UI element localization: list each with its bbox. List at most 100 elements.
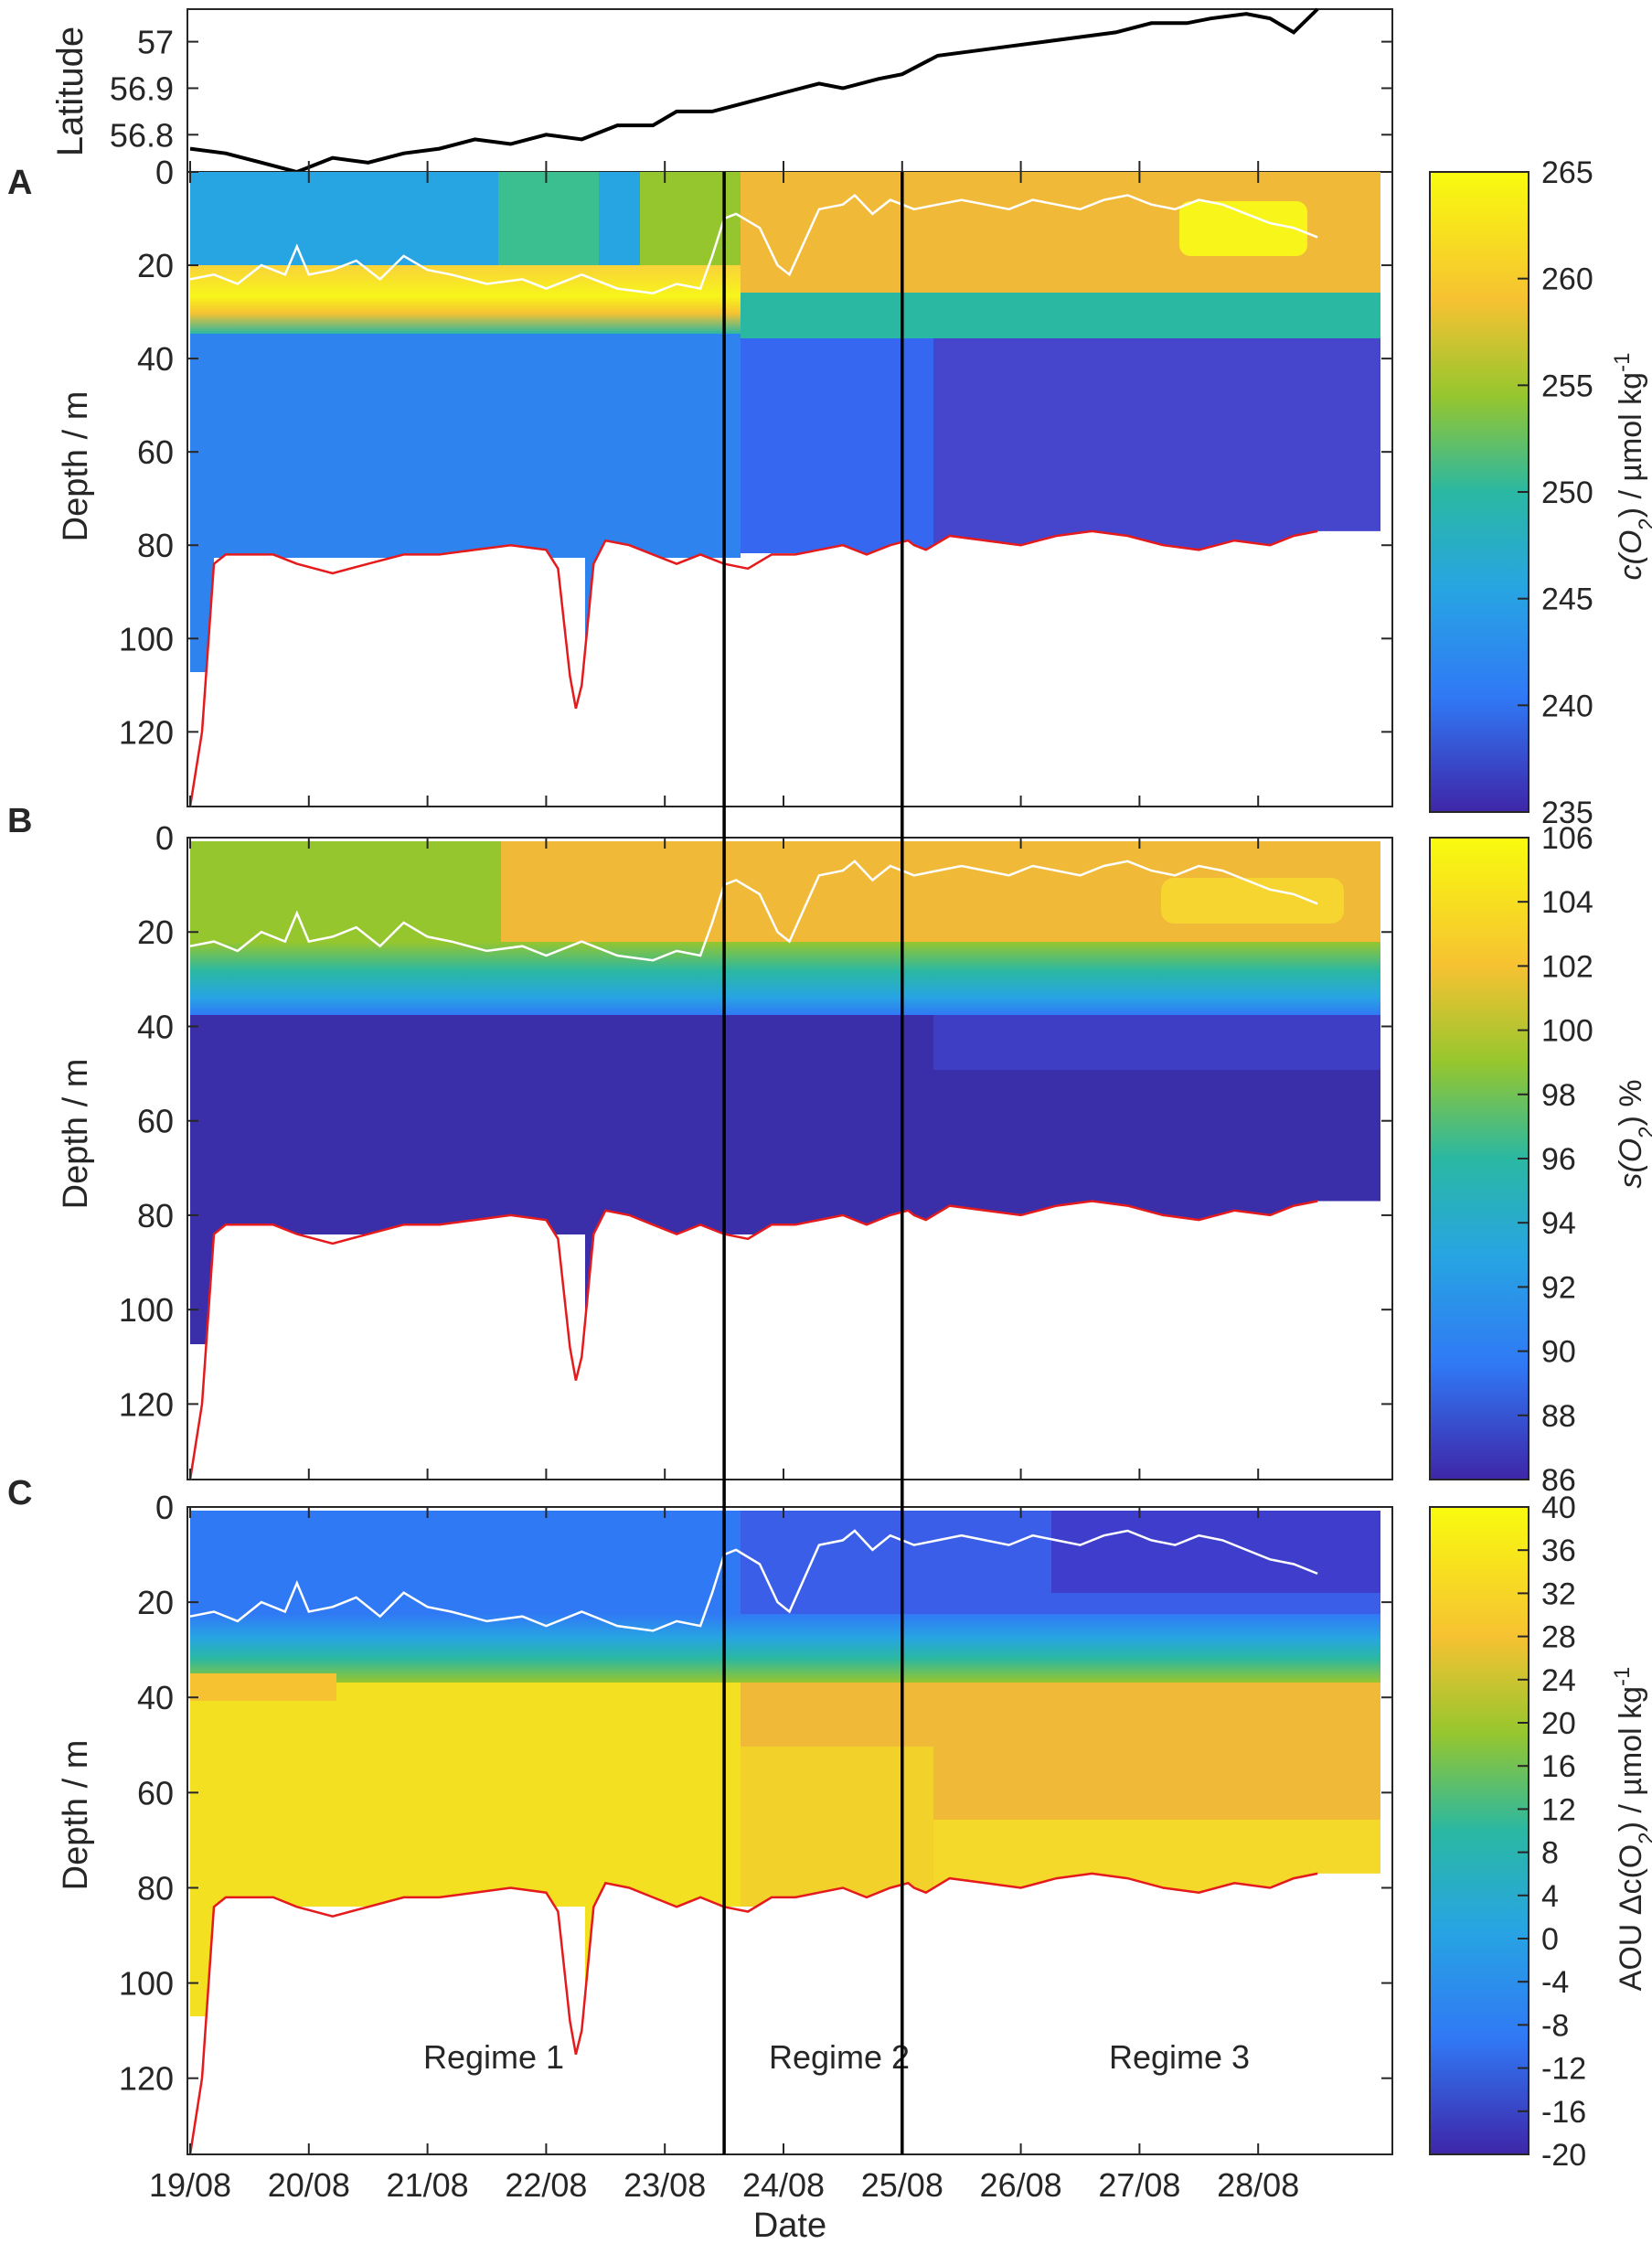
panel-C-ytick-label: 80 xyxy=(137,1869,174,1907)
colorbar-C-tick-label: 20 xyxy=(1541,1706,1576,1741)
colorbar-C-tick-label: -20 xyxy=(1541,2138,1586,2173)
colorbar-A-tick-label: 250 xyxy=(1541,476,1593,510)
x-tick-label: 20/08 xyxy=(268,2166,350,2204)
x-tick-label: 25/08 xyxy=(861,2166,943,2204)
panel-B-y-axis-label: Depth / m xyxy=(57,1059,95,1210)
panel-B-ytick-label: 100 xyxy=(119,1291,174,1329)
regime-3-label: Regime 3 xyxy=(1109,2038,1250,2076)
x-tick-label: 23/08 xyxy=(623,2166,706,2204)
x-tick-label: 24/08 xyxy=(742,2166,825,2204)
colorbar-B-tick-label: 92 xyxy=(1541,1270,1576,1305)
panel-C-thermocline xyxy=(190,1614,1380,1683)
colorbar-C-tick-label: -4 xyxy=(1541,1965,1569,2000)
panel-B-ytick-label: 40 xyxy=(137,1008,174,1045)
colorbar-C-tick-label: -12 xyxy=(1541,2052,1586,2087)
panel-label-C: C xyxy=(7,1474,32,1512)
colorbar-A-tick-label: 260 xyxy=(1541,262,1593,297)
colorbar-A-tick-label: 235 xyxy=(1541,796,1593,830)
panel-A-y-axis-label: Depth / m xyxy=(57,391,95,542)
panel-A-deep-regime2 xyxy=(741,338,933,553)
colorbar-C-tick-label: 40 xyxy=(1541,1491,1576,1525)
panel-C-ytick-label: 20 xyxy=(137,1584,174,1621)
colorbar-C-tick-label: 16 xyxy=(1541,1749,1576,1784)
colorbar-C-tick-label: 8 xyxy=(1541,1836,1559,1871)
colorbar-C-tick-label: 32 xyxy=(1541,1576,1576,1611)
panel-B-thermocline xyxy=(190,942,1380,1015)
x-tick-label: 19/08 xyxy=(149,2166,231,2204)
colorbar-B-tick-label: 86 xyxy=(1541,1463,1576,1498)
panel-C-ytick-label: 0 xyxy=(155,1489,174,1526)
latitude-ytick-label: 56.8 xyxy=(110,116,174,154)
colorbar-B-label: s(O2) % xyxy=(1614,1079,1652,1188)
panel-A-ytick-label: 60 xyxy=(137,433,174,471)
panel-C-ytick-label: 60 xyxy=(137,1774,174,1811)
x-tick-label: 27/08 xyxy=(1098,2166,1180,2204)
panel-C-deep-upper-orange xyxy=(190,1673,336,1701)
x-tick-label: 21/08 xyxy=(387,2166,469,2204)
colorbar-A-tick-label: 255 xyxy=(1541,369,1593,403)
x-tick-label: 28/08 xyxy=(1217,2166,1299,2204)
latitude-ytick-label: 56.9 xyxy=(110,69,174,107)
panel-A-thermocline xyxy=(190,265,741,334)
colorbar-C-tick-label: 36 xyxy=(1541,1533,1576,1568)
colorbar-A-tick-label: 240 xyxy=(1541,689,1593,723)
panel-C-y-axis-label: Depth / m xyxy=(57,1740,95,1891)
panel-C-deep-regime2-orange xyxy=(741,1683,933,1747)
colorbar-B-tick-label: 98 xyxy=(1541,1078,1576,1113)
colorbar-C-tick-label: 28 xyxy=(1541,1620,1576,1655)
panel-B-mixed-layer-line xyxy=(189,860,1318,962)
panel-B-ytick-label: 120 xyxy=(119,1385,174,1423)
latitude-panel: 56.8 56.9 57 Latitude xyxy=(50,7,1393,175)
panel-C-mixed-layer-line xyxy=(189,1529,1318,1632)
panel-B-ytick-label: 0 xyxy=(155,819,174,857)
panel-A-surface-patch xyxy=(498,172,599,272)
x-tick-label: 22/08 xyxy=(505,2166,587,2204)
latitude-series-line xyxy=(189,7,1319,175)
colorbar-A xyxy=(1429,171,1529,813)
panel-A-mixed-layer-line xyxy=(189,193,1318,294)
panel-B-below-seafloor-mask xyxy=(190,1201,1391,1480)
colorbar-C xyxy=(1429,1506,1529,2155)
panel-A-ytick-label: 20 xyxy=(137,247,174,284)
panel-B-right-margin xyxy=(1380,839,1391,1478)
colorbar-B-tick-label: 96 xyxy=(1541,1142,1576,1177)
colorbar-A-tick-label: 265 xyxy=(1541,155,1593,190)
panel-A-ytick-label: 120 xyxy=(119,713,174,751)
panel-A-ytick-label: 0 xyxy=(155,154,174,191)
panel-C-below-seafloor-mask xyxy=(190,1873,1391,2154)
panel-B-deep-regime3 xyxy=(933,1015,1380,1070)
panel-A-deep-regime3 xyxy=(933,338,1380,553)
regime-1-label: Regime 1 xyxy=(423,2038,564,2076)
x-tick-label: 26/08 xyxy=(980,2166,1062,2204)
panel-B-surface-yellow-patch xyxy=(1161,878,1344,924)
panel-C-deep-regime1 xyxy=(190,1683,741,1907)
panel-B-ytick-label: 80 xyxy=(137,1197,174,1234)
colorbar-C-tick-label: 0 xyxy=(1541,1922,1559,1957)
colorbar-B-tick-label: 88 xyxy=(1541,1399,1576,1434)
colorbar-C-tick-label: -8 xyxy=(1541,2008,1569,2043)
colorbar-C-tick-label: 4 xyxy=(1541,1879,1559,1914)
panel-A-ytick-label: 80 xyxy=(137,527,174,564)
panel-A-ytick-label: 100 xyxy=(119,620,174,657)
colorbar-A-tick-label: 245 xyxy=(1541,582,1593,617)
colorbar-B-tick-label: 104 xyxy=(1541,885,1593,920)
panel-B: B 0 20 40 60 80 100 120 Depth / m 106 104 102 100… xyxy=(7,802,1652,1498)
panel-A: A 0 20 40 60 80 100 120 Depth / m 265 260 255 250… xyxy=(7,154,1652,830)
panel-label-A: A xyxy=(7,164,32,202)
panel-B-ytick-label: 20 xyxy=(137,914,174,951)
x-axis-label: Date xyxy=(753,2207,826,2244)
panel-C-ytick-label: 40 xyxy=(137,1679,174,1716)
panel-label-B: B xyxy=(7,802,32,840)
panel-A-deep-regime1 xyxy=(190,334,741,558)
panel-C-ytick-label: 120 xyxy=(119,2060,174,2098)
panel-A-right-margin xyxy=(1380,174,1391,805)
panel-A-below-seafloor-mask xyxy=(190,530,1391,807)
colorbar-C-tick-label: 12 xyxy=(1541,1792,1576,1827)
colorbar-C-tick-label: 24 xyxy=(1541,1663,1576,1698)
colorbar-C-label: AOU Δc(O2) / µmol kg-1 xyxy=(1610,1667,1652,1992)
panel-B-surface-regime1 xyxy=(190,841,501,942)
panel-B-ytick-label: 60 xyxy=(137,1103,174,1140)
colorbar-B-tick-label: 90 xyxy=(1541,1335,1576,1370)
colorbar-A-label: c(O2) / µmol kg-1 xyxy=(1610,353,1652,581)
